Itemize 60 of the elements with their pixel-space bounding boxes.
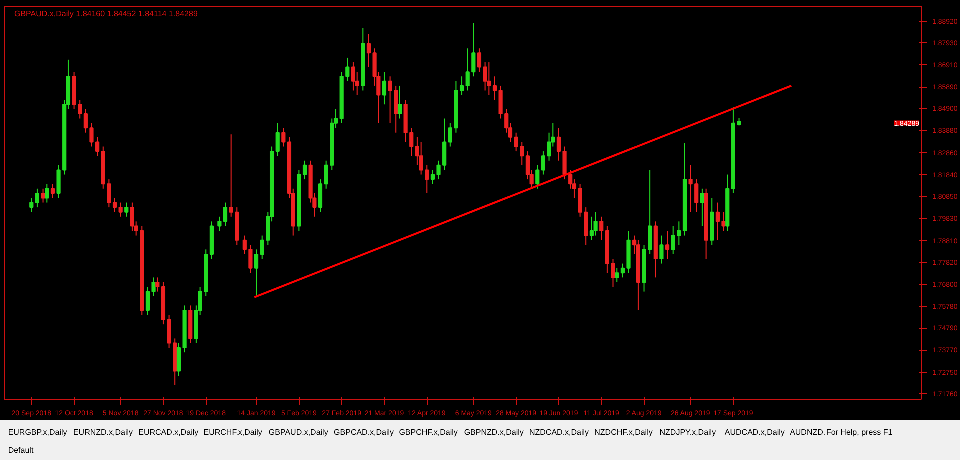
candlestick [492, 76, 498, 101]
candlestick [282, 128, 286, 148]
text: GBPCAD.x,Daily [334, 428, 394, 437]
candlestick [398, 85, 402, 120]
text: NZDJPY.x,Daily [660, 428, 716, 437]
candlestick [700, 188, 704, 227]
candlestick [487, 62, 492, 96]
candlestick [96, 136, 100, 157]
candlestick [30, 198, 34, 213]
candlestick [218, 216, 222, 232]
text: AUDCAD.x,Daily [724, 428, 785, 437]
candlestick [176, 342, 182, 377]
candlestick [694, 179, 699, 213]
candlestick [600, 216, 604, 241]
chart-title: GBPAUD.x,Daily 1.84160 1.84452 1.84114 1.84289 [14, 10, 198, 18]
candlestick [442, 118, 447, 171]
candlestick [541, 151, 546, 176]
candlestick [448, 122, 452, 148]
candlestick [124, 202, 129, 218]
candlestick [536, 164, 540, 190]
candlestick [254, 249, 259, 297]
candlestick [156, 277, 160, 292]
candlestick [594, 212, 598, 236]
text: EURCAD.x,Daily [138, 428, 199, 437]
text: EURGBP.x,Daily [8, 428, 68, 437]
candlestick [223, 202, 228, 227]
candlestick [472, 22, 476, 78]
candlestick [35, 188, 40, 208]
candlestick [382, 72, 387, 106]
candlestick [50, 184, 56, 199]
candlestick [590, 216, 594, 241]
candlestick [466, 48, 470, 92]
candlestick [118, 202, 123, 218]
text: NZDCAD.x,Daily [529, 428, 590, 437]
candlestick [130, 202, 135, 232]
candlestick [41, 188, 46, 204]
candlestick [498, 85, 503, 120]
text: NZDCHF.x,Daily [594, 428, 653, 437]
text: GBPNZD.x,Daily [464, 428, 524, 437]
text: Default [8, 446, 34, 455]
text: GBPCHF.x,Daily [399, 428, 458, 437]
candlestick [302, 160, 308, 180]
candlestick [351, 62, 356, 92]
candlestick [688, 164, 693, 213]
candlestick [660, 235, 664, 264]
text: AUDNZD. [790, 428, 826, 437]
candlestick [276, 122, 280, 157]
candlestick [45, 184, 50, 204]
candlestick [318, 179, 323, 213]
text: EURNZD.x,Daily [73, 428, 134, 437]
candlestick [78, 100, 82, 120]
candlestick [324, 160, 328, 190]
candlestick [477, 48, 482, 73]
text: EURCHF.x,Daily [204, 428, 262, 437]
text: For Help, press F1 [826, 428, 894, 437]
candlestick [615, 268, 620, 283]
text: GBPAUD.x,Daily [268, 428, 328, 437]
candlestick [112, 198, 118, 213]
candlestick [665, 230, 670, 260]
candlestick [483, 62, 488, 92]
